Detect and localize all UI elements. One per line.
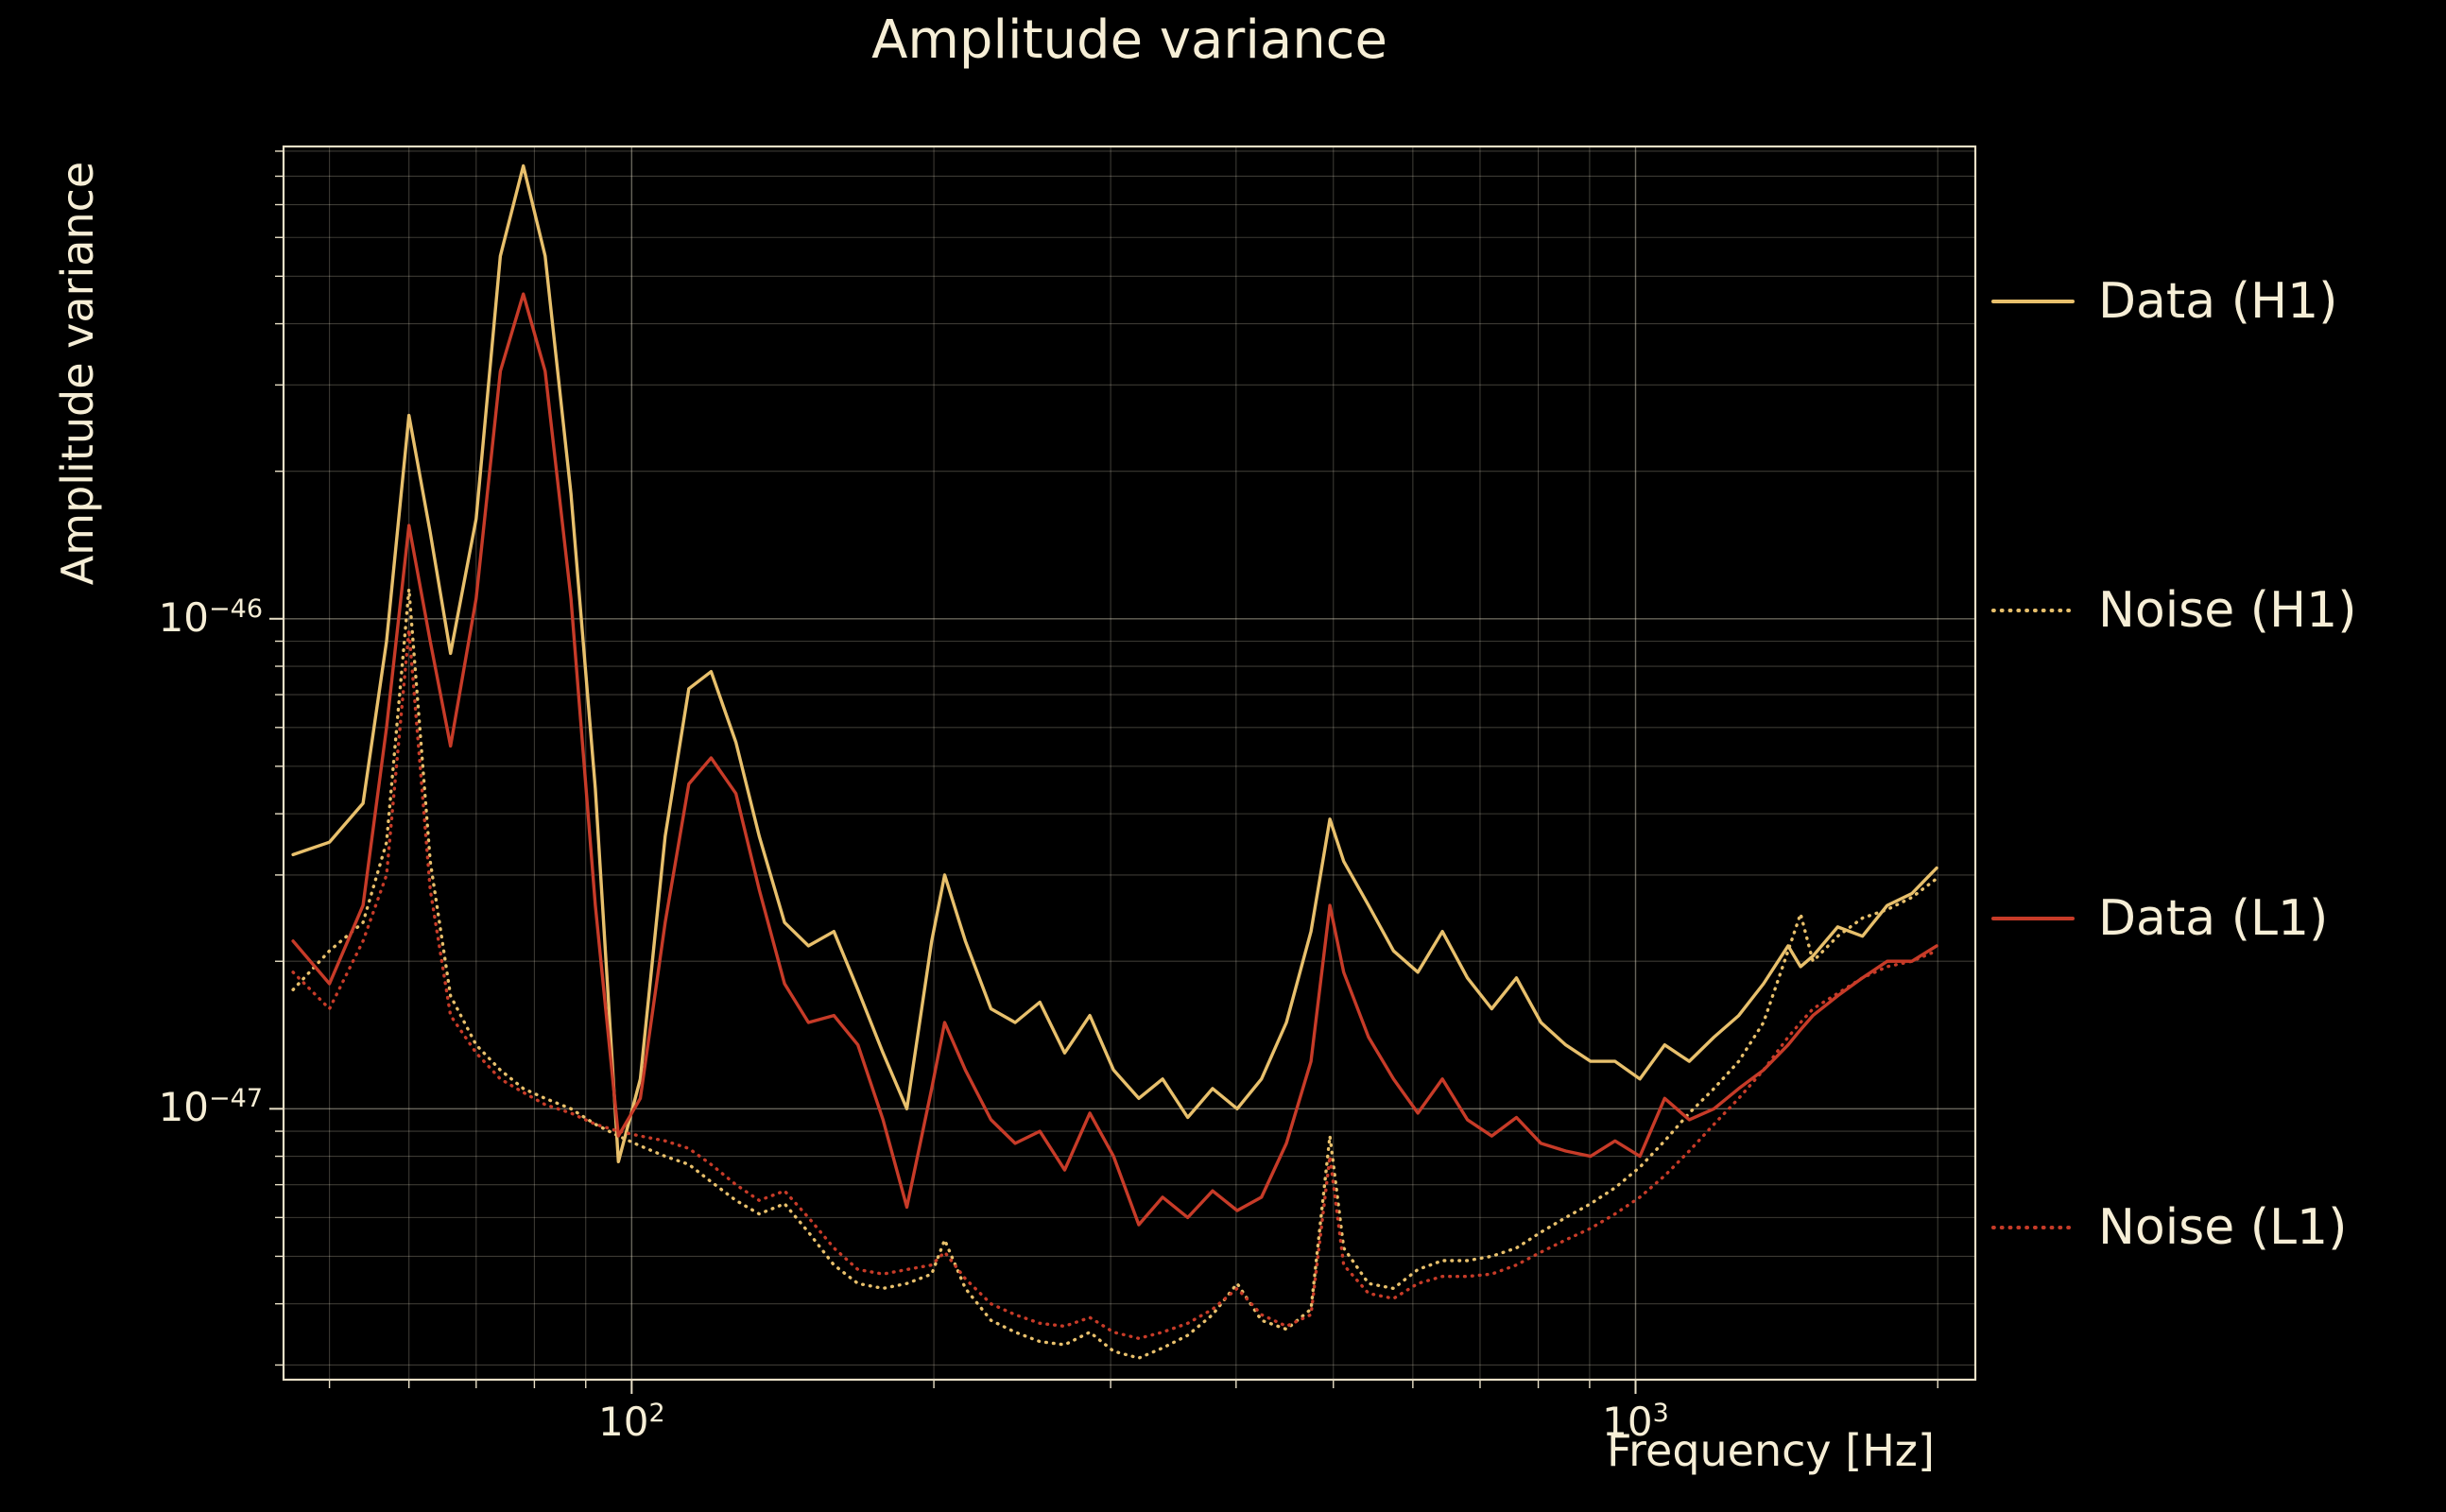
y-tick-label: 10−47 [158, 1084, 263, 1131]
grid [284, 146, 1975, 1380]
legend-label: Noise (L1) [2098, 1198, 2348, 1256]
legend-label: Noise (H1) [2098, 581, 2357, 639]
legend-entry-data-h1: Data (H1) [1990, 272, 2357, 331]
x-tick-label: 103 [1602, 1399, 1669, 1445]
legend-line-sample-data-h1 [1991, 300, 2075, 303]
chart-title: Amplitude variance [871, 9, 1387, 71]
legend-line-sample-noise-l1 [1991, 1225, 2075, 1229]
x-tick-label: 102 [598, 1399, 665, 1445]
series [291, 163, 1938, 1360]
series-line-data-h1 [291, 163, 1938, 1163]
tick-marks [269, 150, 1938, 1394]
axes-frame [282, 145, 1977, 1382]
legend-line-sample-noise-h1 [1991, 608, 2075, 612]
x-axis-label: Frequency [Hz] [1607, 1425, 1935, 1476]
legend-entry-data-l1: Data (L1) [1990, 889, 2357, 948]
legend-entry-noise-h1: Noise (H1) [1990, 581, 2357, 640]
legend-label: Data (H1) [2098, 273, 2338, 330]
y-axis-label: Amplitude variance [52, 161, 103, 586]
series-line-data-l1 [291, 292, 1938, 1227]
legend-label: Data (L1) [2098, 890, 2329, 948]
legend-entry-noise-l1: Noise (L1) [1990, 1198, 2357, 1257]
legend-line-sample-data-l1 [1991, 917, 2075, 921]
series-line-noise-h1 [291, 587, 1938, 1360]
series-line-noise-l1 [291, 627, 1938, 1340]
legend: Data (H1) Noise (H1) Data (L1) Noise (L1… [1990, 272, 2357, 1257]
y-tick-label: 10−46 [158, 593, 263, 641]
